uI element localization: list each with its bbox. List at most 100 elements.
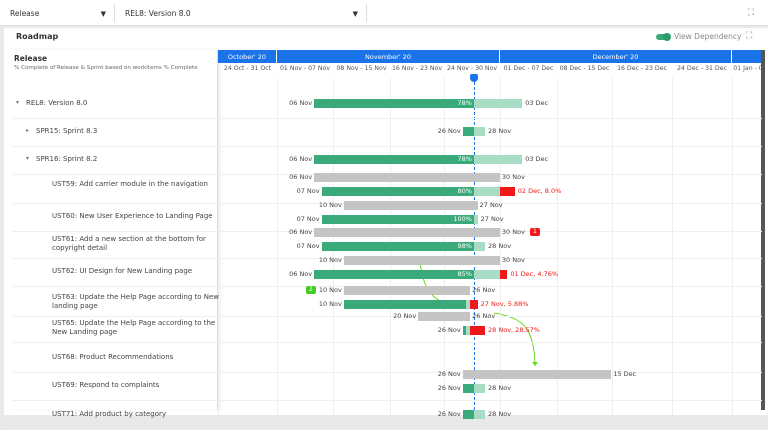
progress-bar-remaining[interactable]: [473, 155, 523, 164]
date-label: 20 Nov: [393, 312, 417, 320]
row-label[interactable]: UST61: Add a new section at the bottom f…: [52, 235, 206, 252]
progress-bar-done[interactable]: [314, 99, 474, 108]
date-label: 10 Nov: [318, 201, 342, 209]
date-label: 10 Nov: [318, 256, 342, 264]
row-label[interactable]: UST68: Product Recommendations: [52, 353, 174, 361]
type-select[interactable]: Release ▼: [0, 4, 115, 22]
date-label: 03 Dec: [525, 155, 549, 163]
vertical-scrollbar[interactable]: [761, 50, 765, 410]
expand-toggle-icon[interactable]: ▸: [26, 127, 30, 134]
planned-bar[interactable]: [343, 201, 478, 210]
progress-bar-remaining[interactable]: [473, 127, 486, 136]
percent-complete: 80%: [457, 187, 472, 195]
progress-bar-remaining[interactable]: [473, 384, 486, 393]
row-label[interactable]: UST63: Update the Help Page according to…: [52, 293, 220, 310]
row-label[interactable]: REL8: Version 8.0: [26, 99, 88, 107]
progress-bar-remaining[interactable]: [473, 270, 500, 279]
progress-bar-done[interactable]: [321, 215, 474, 224]
overdue-bar[interactable]: [470, 326, 486, 335]
fullscreen-icon[interactable]: ⛶: [747, 8, 754, 18]
progress-bar-remaining[interactable]: [473, 187, 500, 196]
date-label: 26 Nov: [437, 410, 461, 418]
progress-bar-remaining[interactable]: [466, 326, 471, 335]
progress-bar-done[interactable]: [343, 300, 467, 309]
left-header-title: Release: [14, 54, 48, 63]
date-label: 07 Nov: [296, 187, 320, 195]
date-label: 01 Dec, 4.76%: [510, 270, 559, 278]
date-label: 30 Nov: [501, 173, 525, 181]
left-header-subtitle: % Complete of Release & Sprint based on …: [14, 65, 198, 71]
week-label: 01 Jan - 0: [733, 65, 763, 72]
percent-complete: 85%: [457, 270, 472, 278]
expand-toggle-icon[interactable]: ▾: [26, 155, 30, 162]
badge[interactable]: 1: [529, 228, 540, 236]
date-label: 06 Nov: [289, 270, 313, 278]
left-column: [12, 50, 218, 410]
percent-complete: 78%: [457, 99, 472, 107]
overdue-bar[interactable]: [499, 270, 508, 279]
row-label[interactable]: UST59: Add carrier module in the navigat…: [52, 180, 208, 188]
progress-bar-done[interactable]: [462, 384, 474, 393]
row-divider: [12, 400, 762, 401]
progress-bar-done[interactable]: [321, 187, 474, 196]
overdue-bar[interactable]: [499, 187, 515, 196]
chevron-down-icon: ▼: [100, 10, 106, 18]
date-label: 28 Nov: [488, 384, 512, 392]
today-marker-icon: [469, 74, 478, 82]
week-label: 24 Nov - 30 Nov: [447, 65, 497, 72]
planned-bar[interactable]: [314, 228, 500, 237]
date-label: 28 Nov: [488, 127, 512, 135]
release-select[interactable]: REL8: Version 8.0 ▼: [115, 4, 367, 22]
dependency-line: [419, 262, 445, 304]
week-label: 01 Nov - 07 Nov: [280, 65, 330, 72]
planned-bar[interactable]: [314, 173, 500, 182]
planned-bar[interactable]: [343, 256, 500, 265]
progress-bar-done[interactable]: [314, 270, 474, 279]
view-dependency-toggle[interactable]: [656, 33, 671, 41]
progress-bar-remaining[interactable]: [473, 215, 478, 224]
row-divider: [12, 342, 762, 343]
chevron-down-icon: ▼: [352, 10, 358, 18]
date-label: 26 Nov: [437, 326, 461, 334]
date-label: 26 Nov: [472, 286, 496, 294]
date-label: 30 Nov: [501, 256, 525, 264]
planned-bar[interactable]: [462, 370, 612, 379]
date-label: 26 Nov: [472, 312, 496, 320]
row-label[interactable]: UST71: Add product by category: [52, 410, 167, 418]
row-label[interactable]: SPR15: Sprint 8.3: [36, 127, 98, 135]
progress-bar-done[interactable]: [462, 326, 467, 335]
week-label: 01 Dec - 07 Dec: [503, 65, 554, 72]
row-label[interactable]: SPR16: Sprint 8.2: [36, 155, 98, 163]
roadmap-panel: Roadmap View Dependency ⛶ Release % Comp…: [4, 28, 768, 430]
progress-bar-remaining[interactable]: [473, 242, 486, 251]
planned-bar[interactable]: [343, 286, 471, 295]
date-label: 26 Nov: [437, 127, 461, 135]
date-label: 28 Nov: [488, 242, 512, 250]
panel-title: Roadmap: [16, 32, 59, 41]
date-label: 30 Nov: [501, 228, 525, 236]
badge[interactable]: 2: [305, 286, 316, 294]
progress-bar-done[interactable]: [462, 127, 474, 136]
progress-bar-done[interactable]: [314, 155, 474, 164]
date-label: 27 Nov: [480, 215, 504, 223]
progress-bar-remaining[interactable]: [473, 99, 523, 108]
grid-line: [277, 78, 278, 415]
expand-toggle-icon[interactable]: ▾: [16, 99, 20, 106]
row-label[interactable]: UST65: Update the Help Page according to…: [52, 319, 216, 336]
week-label: 16 Dec - 23 Dec: [617, 65, 667, 72]
fullscreen-icon[interactable]: ⛶: [746, 31, 753, 41]
progress-bar-remaining[interactable]: [466, 300, 471, 309]
row-label[interactable]: UST60: New User Experience to Landing Pa…: [52, 212, 213, 220]
date-label: 06 Nov: [289, 99, 313, 107]
date-label: 28 Nov, 28.57%: [488, 326, 540, 334]
planned-bar[interactable]: [418, 312, 471, 321]
overdue-bar[interactable]: [470, 300, 478, 309]
date-label: 27 Nov, 5.88%: [480, 300, 529, 308]
grid-line: [500, 78, 501, 415]
row-label[interactable]: UST69: Respond to complaints: [52, 381, 160, 389]
percent-complete: 100%: [453, 215, 472, 223]
date-label: 15 Dec: [613, 370, 637, 378]
progress-bar-done[interactable]: [321, 242, 474, 251]
row-label[interactable]: UST62: UI Design for New Landing page: [52, 267, 193, 275]
release-select-value: REL8: Version 8.0: [125, 8, 191, 18]
